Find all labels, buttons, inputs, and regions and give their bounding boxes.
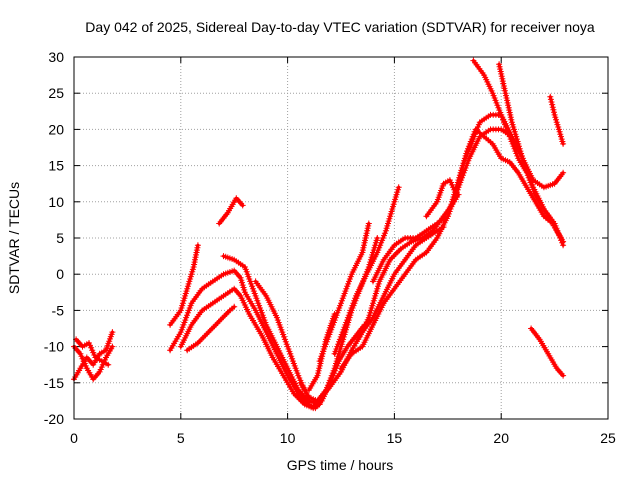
series-markers xyxy=(496,61,528,169)
series-line xyxy=(221,254,322,407)
y-tick-label: 5 xyxy=(56,230,64,246)
series-arc-15 xyxy=(338,126,567,372)
axis-ticks: 0 5 10 15 20 25 -20 -15 -10 -5 0 5 10 15 20 25 30 xyxy=(44,49,616,446)
y-tick-label: 0 xyxy=(56,266,64,282)
series-arc-14 xyxy=(331,184,402,357)
x-tick-label: 0 xyxy=(70,430,78,446)
plot-frame xyxy=(73,56,609,420)
series-arc-02 xyxy=(71,343,116,383)
y-tick-label: 10 xyxy=(48,194,64,210)
series-arc-08 xyxy=(216,195,246,227)
y-tick-label: 20 xyxy=(48,121,64,137)
x-tick-label: 20 xyxy=(493,430,509,446)
series-markers xyxy=(331,184,402,357)
x-tick-label: 5 xyxy=(177,430,185,446)
series-markers xyxy=(252,278,308,393)
y-tick-label: 30 xyxy=(48,49,64,65)
series-markers xyxy=(216,195,246,227)
y-tick-label: -20 xyxy=(44,411,64,427)
series-markers xyxy=(167,242,201,328)
series-arc-03 xyxy=(73,336,112,368)
series-arc-22 xyxy=(547,93,567,147)
series-arc-06 xyxy=(177,224,447,412)
series-markers xyxy=(370,126,564,285)
y-axis-label: SDTVAR / TECUs xyxy=(6,182,22,294)
x-tick-label: 10 xyxy=(280,430,296,446)
series-markers xyxy=(316,220,372,365)
grid xyxy=(74,57,608,419)
series-arc-04 xyxy=(167,242,201,328)
x-tick-label: 15 xyxy=(387,430,403,446)
series-markers xyxy=(220,253,323,408)
series-arc-21 xyxy=(528,325,567,379)
x-tick-label: 25 xyxy=(600,430,616,446)
series-markers xyxy=(547,93,567,147)
series-markers xyxy=(73,336,112,368)
y-tick-label: 25 xyxy=(48,85,64,101)
series-arc-09 xyxy=(220,253,323,408)
series-arc-19 xyxy=(470,57,567,245)
data-layer xyxy=(71,57,567,412)
y-tick-label: -15 xyxy=(44,375,64,391)
series-markers xyxy=(470,57,567,245)
series-markers xyxy=(338,126,567,372)
chart-title: Day 042 of 2025, Sidereal Day-to-day VTE… xyxy=(85,19,595,35)
series-arc-20 xyxy=(496,61,528,169)
series-markers xyxy=(528,325,567,379)
series-markers xyxy=(177,224,447,412)
series-arc-13 xyxy=(316,220,372,365)
y-tick-label: 15 xyxy=(48,158,64,174)
series-markers xyxy=(184,303,238,354)
y-tick-label: -10 xyxy=(44,339,64,355)
x-axis-label: GPS time / hours xyxy=(287,457,394,473)
series-arc-17 xyxy=(370,126,564,285)
series-arc-07 xyxy=(184,303,238,354)
series-arc-10 xyxy=(252,278,308,393)
y-tick-label: -5 xyxy=(52,302,65,318)
